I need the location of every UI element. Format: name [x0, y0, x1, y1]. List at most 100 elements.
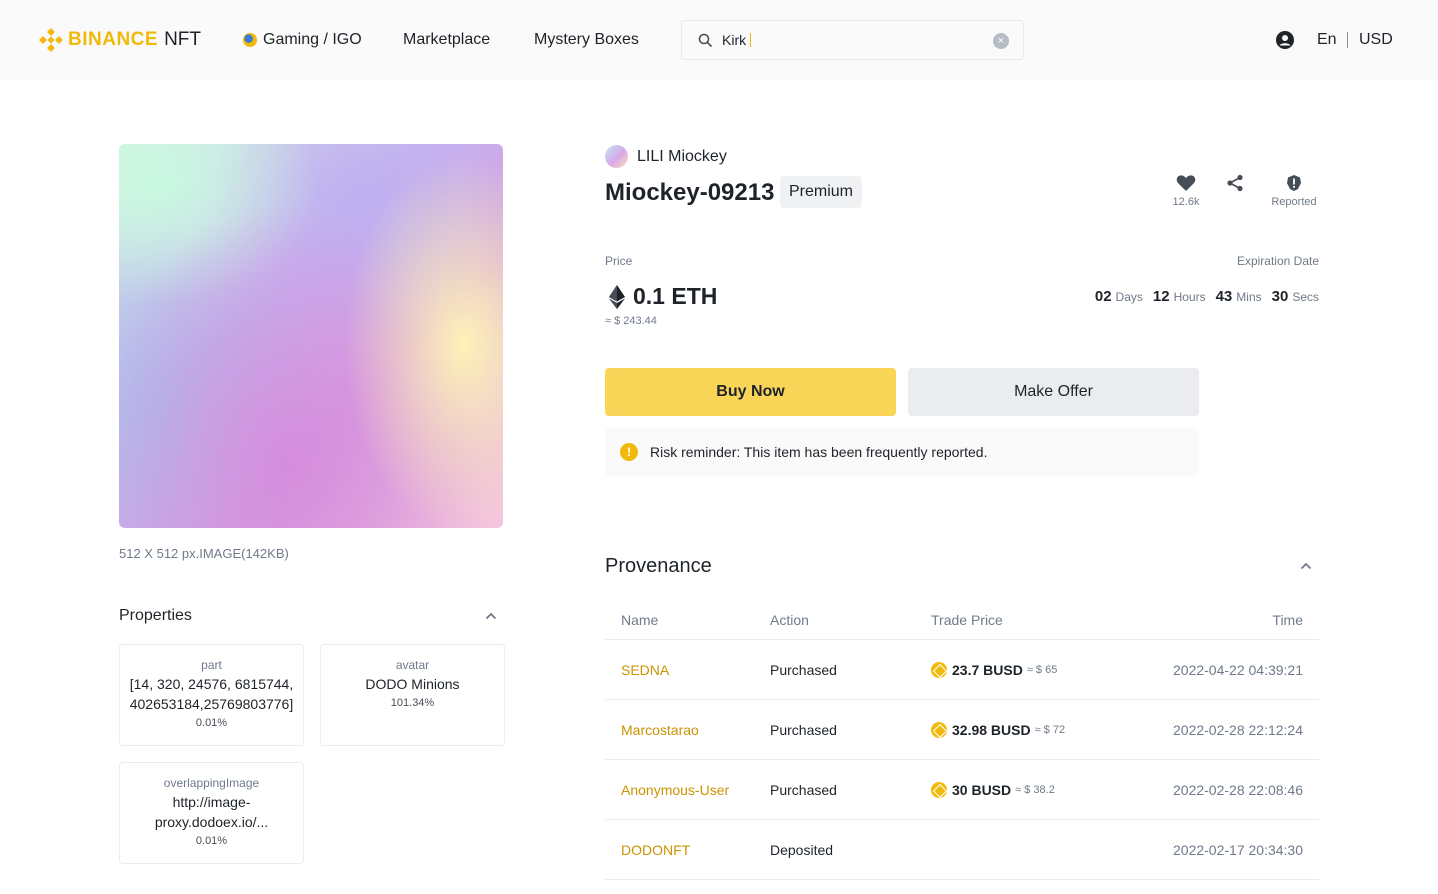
property-value: DODO Minions — [365, 676, 460, 692]
property-value: http://image-proxy.dodoex.io/... — [154, 794, 269, 830]
table-row: DODONFT Deposited 2022-02-17 20:34:30 — [605, 820, 1319, 880]
row-user-link[interactable]: Anonymous-User — [621, 781, 730, 798]
trade-amount: 32.98 BUSD — [952, 721, 1031, 738]
provenance-table: Name Action Trade Price Time SEDNA Purch… — [605, 600, 1319, 880]
row-user-link[interactable]: Marcostarao — [621, 721, 699, 738]
like-button[interactable]: 12.6k — [1170, 174, 1202, 208]
row-trade-price: 23.7 BUSD ≈ $ 65 — [931, 661, 1058, 678]
expiration-label: Expiration Date — [1236, 254, 1319, 268]
column-header-time: Time — [1272, 611, 1303, 628]
row-user-link[interactable]: DODONFT — [621, 841, 691, 858]
row-action: Purchased — [770, 781, 837, 798]
share-icon — [1227, 174, 1243, 192]
warning-icon: ! — [620, 443, 638, 461]
nft-title: Miockey-09213 — [605, 179, 775, 206]
property-key: part — [201, 658, 222, 672]
table-row: SEDNA Purchased 23.7 BUSD ≈ $ 65 2022-04… — [605, 640, 1319, 700]
properties-title: Properties — [119, 607, 192, 624]
row-time: 2022-02-17 20:34:30 — [1173, 841, 1303, 858]
binance-logo-icon — [39, 28, 63, 52]
table-row: Marcostarao Purchased 32.98 BUSD ≈ $ 72 … — [605, 700, 1319, 760]
property-card-avatar: avatar DODO Minions 101.34% — [320, 644, 505, 746]
collection-name: LILI Miockey — [637, 147, 727, 165]
trade-usd: ≈ $ 72 — [1034, 723, 1066, 736]
binance-nft-logo[interactable]: BINANCE NFT — [38, 28, 201, 52]
clear-search-icon[interactable]: × — [993, 33, 1009, 49]
trade-usd: ≈ $ 38.2 — [1015, 783, 1055, 796]
price-value: 0.1 ETH — [633, 283, 718, 309]
risk-reminder-banner: ! Risk reminder: This item has been freq… — [605, 428, 1199, 476]
table-header: Name Action Trade Price Time — [605, 600, 1319, 640]
property-rarity: 101.34% — [390, 697, 435, 709]
row-user-link[interactable]: SEDNA — [621, 661, 670, 678]
logo-brand-text: BINANCE — [68, 29, 159, 50]
search-icon — [698, 33, 712, 47]
trade-usd: ≈ $ 65 — [1026, 663, 1058, 676]
row-trade-price: 30 BUSD ≈ $ 38.2 — [931, 781, 1055, 798]
countdown-secs-unit: Secs — [1292, 290, 1319, 304]
provenance-title: Provenance — [605, 555, 712, 577]
text-caret — [750, 33, 752, 47]
nav-mystery-boxes[interactable]: Mystery Boxes — [534, 31, 639, 48]
price-usd: ≈ $ 243.44 — [605, 315, 657, 327]
language-selector[interactable]: En — [1317, 31, 1337, 48]
row-action: Purchased — [770, 721, 837, 738]
header-divider — [1347, 32, 1348, 48]
trade-amount: 23.7 BUSD — [952, 661, 1023, 678]
properties-collapse-chevron-up-icon[interactable] — [485, 612, 497, 620]
nft-artwork-image[interactable] — [119, 144, 503, 528]
countdown-secs: 30 — [1271, 288, 1289, 305]
countdown-hours-unit: Hours — [1173, 290, 1206, 304]
top-header: BINANCE NFT Gaming / IGO Marketplace Mys… — [0, 0, 1438, 80]
heart-icon — [1176, 175, 1196, 191]
row-trade-price: 32.98 BUSD ≈ $ 72 — [931, 721, 1066, 738]
report-icon — [1287, 175, 1301, 191]
row-time: 2022-02-28 22:08:46 — [1173, 781, 1303, 798]
row-action: Deposited — [770, 841, 834, 858]
eth-icon — [609, 284, 625, 309]
search-input[interactable]: Kirk × — [681, 20, 1024, 60]
search-text: Kirk — [722, 32, 747, 48]
provenance-collapse-chevron-up-icon[interactable] — [1300, 562, 1312, 570]
collection-link[interactable]: LILI Miockey — [605, 145, 727, 168]
collection-avatar — [605, 145, 628, 168]
countdown-days: 02 — [1094, 288, 1112, 305]
table-row: Anonymous-User Purchased 30 BUSD ≈ $ 38.… — [605, 760, 1319, 820]
countdown-mins: 43 — [1215, 288, 1233, 305]
make-offer-button[interactable]: Make Offer — [908, 368, 1199, 416]
property-card-overlapping-image: overlappingImage http://image-proxy.dodo… — [119, 762, 304, 864]
like-count: 12.6k — [1172, 196, 1200, 208]
expiration-countdown: 02 Days 12 Hours 43 Mins 30 Secs — [1095, 288, 1319, 305]
busd-icon — [931, 721, 947, 738]
column-header-action: Action — [770, 611, 809, 628]
row-time: 2022-02-28 22:12:24 — [1173, 721, 1303, 738]
reported-label: Reported — [1271, 196, 1317, 208]
image-meta-info: 512 X 512 px.IMAGE(142KB) — [119, 546, 289, 561]
column-header-trade-price: Trade Price — [931, 611, 1003, 628]
share-button[interactable] — [1225, 174, 1245, 196]
igo-icon — [243, 33, 257, 47]
price-display: 0.1 ETH — [605, 283, 717, 310]
property-rarity: 0.01% — [195, 835, 228, 847]
nav-gaming-igo[interactable]: Gaming / IGO — [243, 30, 362, 50]
trade-amount: 30 BUSD — [952, 781, 1012, 798]
column-header-name: Name — [621, 611, 659, 628]
price-label: Price — [605, 254, 633, 268]
user-account-icon[interactable] — [1276, 31, 1294, 49]
logo-sub-text: NFT — [164, 29, 201, 50]
nav-gaming-label: Gaming / IGO — [263, 31, 362, 48]
property-rarity: 0.01% — [195, 717, 228, 729]
currency-selector[interactable]: USD — [1359, 31, 1393, 48]
search-value: Kirk — [722, 32, 752, 48]
row-action: Purchased — [770, 661, 837, 678]
property-key: overlappingImage — [163, 776, 260, 790]
report-button[interactable]: Reported — [1266, 174, 1322, 208]
premium-badge: Premium — [780, 176, 863, 208]
countdown-mins-unit: Mins — [1236, 290, 1262, 304]
nav-marketplace[interactable]: Marketplace — [403, 31, 491, 48]
risk-reminder-text: Risk reminder: This item has been freque… — [650, 444, 988, 460]
property-card-part: part [14, 320, 24576, 6815744, 402653184… — [119, 644, 304, 746]
busd-icon — [931, 661, 947, 678]
buy-now-button[interactable]: Buy Now — [605, 368, 896, 416]
busd-icon — [931, 781, 947, 798]
